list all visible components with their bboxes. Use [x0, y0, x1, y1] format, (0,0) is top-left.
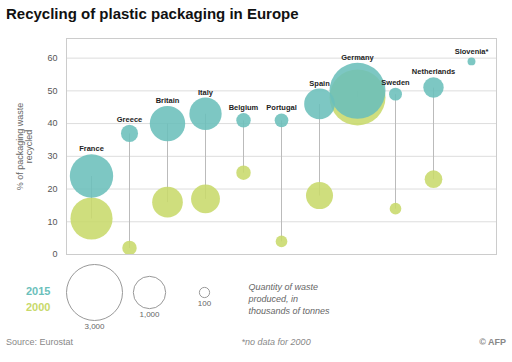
svg-text:% of packaging wasterecycled: % of packaging wasterecycled [15, 103, 34, 191]
svg-text:Slovenia*: Slovenia* [455, 47, 489, 56]
svg-text:Sweden: Sweden [381, 78, 410, 87]
svg-text:20: 20 [47, 184, 57, 194]
svg-text:10: 10 [47, 217, 57, 227]
html-text:Source: Eurostat: Source: Eurostat [6, 337, 73, 347]
svg-text:France: France [79, 144, 104, 153]
html-text:Quantity of waste produced, in: Quantity of waste produced, in thousands… [248, 281, 330, 317]
html-text:© AFP: © AFP [479, 337, 506, 347]
svg-text:Britain: Britain [156, 96, 180, 105]
html-text:Recycling of plastic packaging: Recycling of plastic packaging in Europe [6, 5, 299, 22]
html-text:*no data for 2000: *no data for 2000 [241, 337, 311, 347]
svg-text:Greece: Greece [117, 115, 142, 124]
svg-text:30: 30 [47, 151, 57, 161]
svg-text:3,000: 3,000 [85, 322, 106, 331]
html-text:2015: 2015 [26, 285, 51, 297]
svg-text:Italy: Italy [198, 88, 214, 97]
svg-text:1,000: 1,000 [140, 310, 161, 319]
svg-text:100: 100 [198, 299, 212, 308]
svg-text:40: 40 [47, 118, 57, 128]
html-text:2000: 2000 [26, 301, 51, 313]
svg-text:Germany: Germany [341, 53, 374, 62]
svg-text:50: 50 [47, 86, 57, 96]
svg-text:0: 0 [52, 249, 57, 259]
svg-text:60: 60 [47, 53, 57, 63]
svg-text:Belgium: Belgium [229, 103, 259, 112]
svg-text:Netherlands: Netherlands [412, 67, 455, 76]
svg-text:Portugal: Portugal [266, 103, 296, 112]
svg-text:Spain: Spain [309, 79, 330, 88]
